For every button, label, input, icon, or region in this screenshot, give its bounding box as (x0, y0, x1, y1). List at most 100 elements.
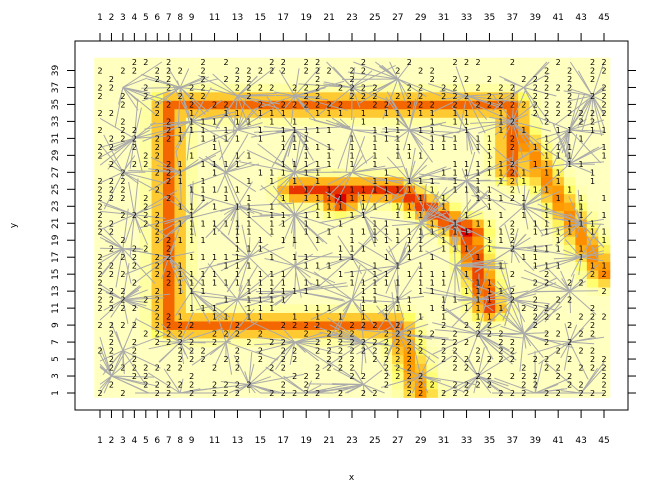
heat-cell (449, 337, 462, 347)
cluster-edge (142, 120, 192, 142)
heat-cell (392, 312, 405, 322)
heat-cell (483, 202, 496, 212)
heat-cell (231, 159, 244, 169)
heat-cell (449, 159, 462, 169)
heat-cell (460, 244, 473, 254)
cluster-edge (239, 161, 295, 173)
cluster-edge (363, 193, 388, 216)
cluster-label: 2 (166, 117, 171, 126)
x-tick-label-bottom: 17 (278, 436, 289, 446)
cluster-label: 1 (475, 194, 480, 203)
x-tick-label-bottom: 11 (209, 436, 220, 446)
heat-cell (563, 363, 576, 373)
cluster-label: 1 (212, 168, 217, 177)
heat-cell (289, 329, 302, 339)
heat-cell (380, 380, 393, 390)
cluster-label: 2 (166, 313, 171, 322)
cluster-label: 2 (120, 185, 125, 194)
cluster-label: 2 (601, 270, 606, 279)
cluster-label: 1 (246, 313, 251, 322)
cluster-edge (397, 333, 408, 351)
cluster-label: 2 (235, 389, 240, 398)
heat-cell (483, 142, 496, 152)
heat-cell (380, 142, 393, 152)
cluster-label: 1 (464, 245, 469, 254)
heat-cell (128, 57, 141, 67)
heat-cell (506, 193, 519, 203)
cluster-edge (403, 129, 410, 151)
cluster-edge (100, 171, 124, 184)
heat-cell (105, 219, 118, 229)
cluster-edge (511, 248, 520, 263)
cluster-edge (248, 352, 253, 385)
heat-cell (231, 134, 244, 144)
heat-cell (140, 346, 153, 356)
heat-cell (117, 312, 130, 322)
heat-cell (460, 380, 473, 390)
heat-cell (426, 193, 439, 203)
cluster-label: 2 (544, 109, 549, 118)
cluster-label: 1 (590, 168, 595, 177)
heat-cell (266, 346, 279, 356)
heat-cell (94, 354, 107, 364)
cluster-edge (538, 163, 570, 192)
heat-cell (311, 320, 324, 330)
heat-cell (483, 108, 496, 118)
cluster-edge (385, 96, 410, 131)
cluster-label: 1 (235, 109, 240, 118)
heat-cell (392, 227, 405, 237)
cluster-edge (99, 248, 124, 264)
cluster-label: 2 (97, 211, 102, 220)
cluster-edge (218, 129, 238, 161)
heat-cell (437, 66, 450, 76)
cluster-label: 1 (430, 134, 435, 143)
cluster-label: 1 (372, 151, 377, 160)
heat-cell (346, 371, 359, 381)
heat-cell (369, 371, 382, 381)
cluster-edge (248, 373, 304, 386)
cluster-label: 1 (418, 245, 423, 254)
heat-cell (140, 151, 153, 161)
heat-cell (472, 354, 485, 364)
heat-cell (208, 83, 221, 93)
cluster-label: 2 (407, 330, 412, 339)
heat-cell (163, 329, 176, 339)
cluster-label: 2 (441, 338, 446, 347)
heat-cell (334, 354, 347, 364)
cluster-label: 1 (544, 228, 549, 237)
cluster-label: 2 (109, 321, 114, 330)
heat-cell (197, 219, 210, 229)
cluster-label: 1 (258, 168, 263, 177)
cluster-edge (223, 205, 238, 216)
heat-cell (266, 337, 279, 347)
cluster-label: 2 (109, 109, 114, 118)
heat-cell (403, 134, 416, 144)
heat-cell (415, 142, 428, 152)
heat-cell (529, 83, 542, 93)
heat-cell (506, 219, 519, 229)
heat-cell (174, 312, 187, 322)
x-tick-label-bottom: 29 (415, 436, 427, 446)
heat-cell (140, 108, 153, 118)
heat-cell (437, 83, 450, 93)
heat-cell (506, 100, 519, 110)
x-tick-label-top: 41 (552, 13, 563, 23)
cluster-edge (477, 120, 513, 134)
heat-cell (197, 91, 210, 101)
heat-cell (266, 380, 279, 390)
cluster-edge (175, 150, 181, 173)
cluster-edge (198, 74, 238, 97)
heat-cell (185, 83, 198, 93)
heat-cell (541, 380, 554, 390)
cluster-edge (428, 83, 467, 97)
y-tick-label-left: 27 (51, 167, 61, 178)
cluster-edge (185, 205, 238, 220)
cluster-label: 2 (430, 330, 435, 339)
cluster-label: 2 (487, 75, 492, 84)
x-tick-label-bottom: 27 (392, 436, 403, 446)
cluster-label: 2 (453, 381, 458, 390)
heat-cell (598, 286, 611, 296)
cluster-edge (383, 333, 399, 366)
cluster-edge (136, 318, 181, 343)
cluster-edge (540, 222, 582, 237)
